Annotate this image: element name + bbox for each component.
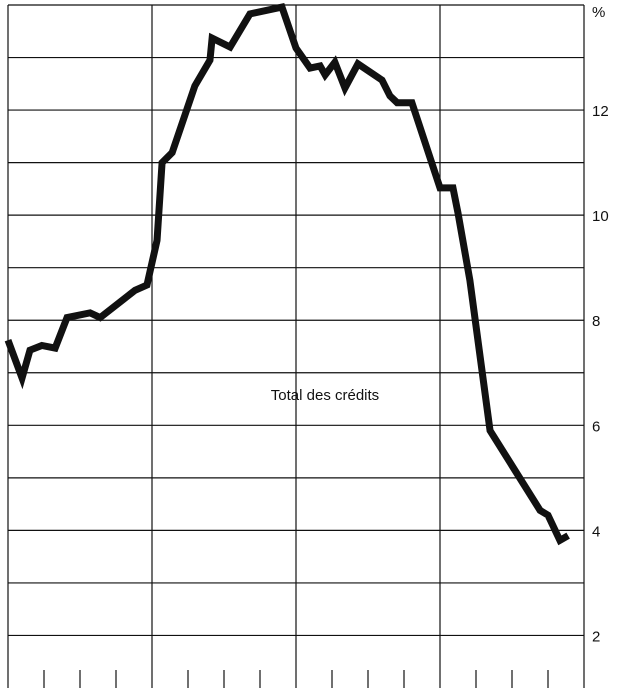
y-tick-label: 6 <box>592 418 600 435</box>
y-tick-label: 8 <box>592 313 600 330</box>
y-tick-label: 2 <box>592 628 600 645</box>
y-tick-label: 10 <box>592 208 609 225</box>
line <box>4 3 570 546</box>
y-tick-label: 12 <box>592 103 609 120</box>
annotation: Total des crédits <box>271 387 379 404</box>
y-tick-label: % <box>592 4 605 21</box>
y-tick-label: 4 <box>592 523 600 540</box>
